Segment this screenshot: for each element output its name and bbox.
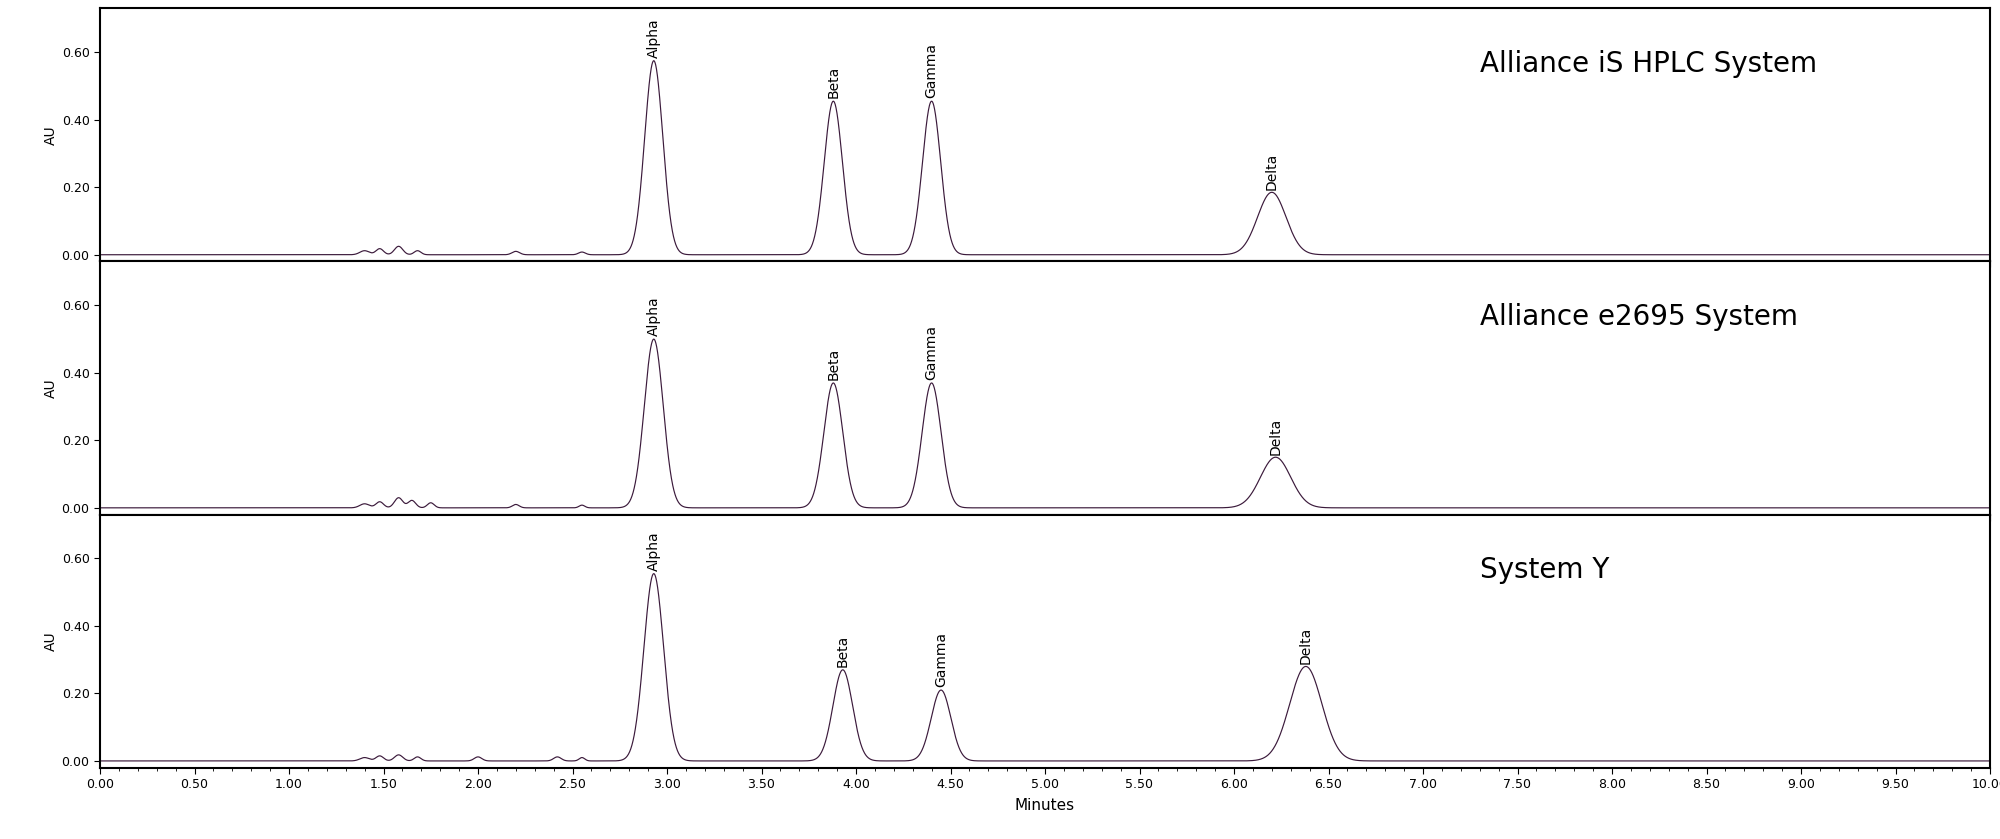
Text: Delta: Delta bbox=[1264, 153, 1278, 190]
Text: Delta: Delta bbox=[1268, 417, 1282, 455]
Y-axis label: AU: AU bbox=[44, 378, 58, 398]
Text: Alpha: Alpha bbox=[646, 297, 660, 336]
Text: Alliance iS HPLC System: Alliance iS HPLC System bbox=[1480, 50, 1816, 78]
Y-axis label: AU: AU bbox=[44, 125, 58, 145]
Text: Beta: Beta bbox=[836, 635, 850, 667]
Text: Alpha: Alpha bbox=[646, 531, 660, 571]
Text: System Y: System Y bbox=[1480, 556, 1610, 584]
Text: Gamma: Gamma bbox=[924, 326, 938, 380]
Text: Alpha: Alpha bbox=[646, 18, 660, 58]
Y-axis label: AU: AU bbox=[44, 631, 58, 651]
Text: Beta: Beta bbox=[826, 348, 840, 380]
Text: Gamma: Gamma bbox=[934, 633, 948, 687]
Text: Gamma: Gamma bbox=[924, 44, 938, 98]
Text: Delta: Delta bbox=[1298, 627, 1312, 664]
Text: Beta: Beta bbox=[826, 66, 840, 98]
Text: Alliance e2695 System: Alliance e2695 System bbox=[1480, 303, 1798, 331]
X-axis label: Minutes: Minutes bbox=[1014, 798, 1076, 813]
